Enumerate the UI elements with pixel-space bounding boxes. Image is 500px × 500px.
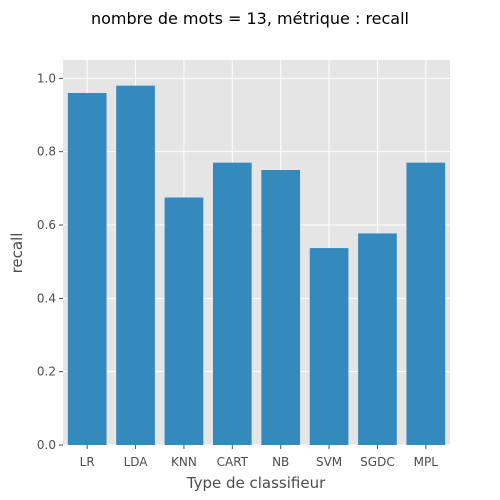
bar-lda	[116, 85, 155, 446]
x-tick-label-knn: KNN	[171, 455, 197, 469]
y-tick-label: 0.4	[37, 291, 56, 305]
bar-cart	[212, 162, 252, 445]
x-axis-label: Type de classifieur	[186, 474, 326, 492]
y-tick-label: 0.2	[37, 365, 56, 379]
bar-sgdc	[358, 233, 397, 445]
y-tick-label: 0.0	[37, 438, 56, 452]
bar-nb	[261, 170, 301, 445]
x-tick-label-mpl: MPL	[414, 455, 439, 469]
y-axis-label: recall	[8, 233, 26, 274]
bar-svm	[309, 248, 349, 445]
bar-lr	[67, 93, 107, 445]
x-tick-label-sgdc: SGDC	[360, 455, 395, 469]
x-tick-label-lda: LDA	[124, 455, 149, 469]
x-tick-label-lr: LR	[80, 455, 95, 469]
y-axis-ticks: 0.0 0.2 0.4 0.6 0.8 1.0	[37, 71, 63, 452]
x-axis-ticks: LR LDA KNN CART NB SVM SGDC MPL	[80, 445, 439, 469]
chart-title: nombre de mots = 13, métrique : recall	[91, 9, 409, 28]
bar-knn	[164, 197, 204, 445]
x-tick-label-svm: SVM	[316, 455, 342, 469]
y-tick-label: 1.0	[37, 71, 56, 85]
bar-mpl	[406, 162, 446, 445]
x-tick-label-cart: CART	[217, 455, 249, 469]
y-tick-label: 0.6	[37, 218, 56, 232]
y-tick-label: 0.8	[37, 145, 56, 159]
bars	[67, 85, 446, 446]
x-tick-label-nb: NB	[272, 455, 289, 469]
